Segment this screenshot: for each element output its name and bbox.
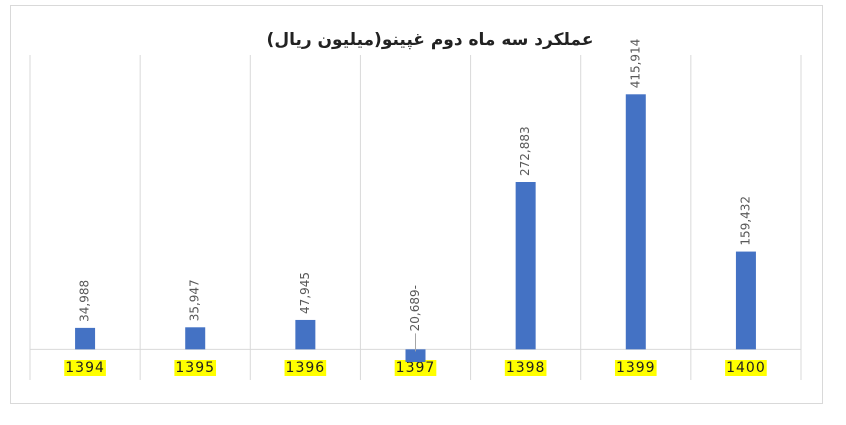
value-label: 35,947 [188, 279, 202, 321]
x-tick-label: 1398 [506, 360, 546, 376]
x-tick-label: 1395 [175, 360, 215, 376]
value-label: 34,988 [78, 280, 92, 322]
bar [75, 327, 96, 350]
value-label: 47,945 [298, 272, 312, 314]
category-highlight [504, 360, 547, 376]
bar [185, 327, 206, 350]
chart-border [10, 5, 823, 404]
category-highlight [64, 360, 106, 376]
bar [515, 182, 536, 350]
bar [405, 349, 426, 363]
value-label: 20,689- [408, 285, 422, 331]
chart-title: عملکرد سه ماه دوم غپینو(میلیون ریال) [267, 30, 594, 50]
category-highlight [394, 360, 437, 376]
x-tick-label: 1397 [396, 360, 436, 376]
x-tick-label: 1394 [65, 360, 105, 376]
bar [735, 251, 756, 350]
bar [625, 94, 646, 350]
category-highlight [725, 360, 767, 376]
bar [295, 319, 316, 350]
category-highlight [284, 360, 327, 376]
category-highlight [174, 360, 217, 376]
x-tick-label: 1399 [616, 360, 656, 376]
value-label: 159,432 [738, 196, 752, 246]
x-tick-label: 1396 [286, 360, 326, 376]
value-label: 272,883 [518, 126, 532, 176]
value-label: 415,914 [628, 39, 642, 89]
x-tick-label: 1400 [726, 360, 766, 376]
category-highlight [614, 360, 657, 376]
